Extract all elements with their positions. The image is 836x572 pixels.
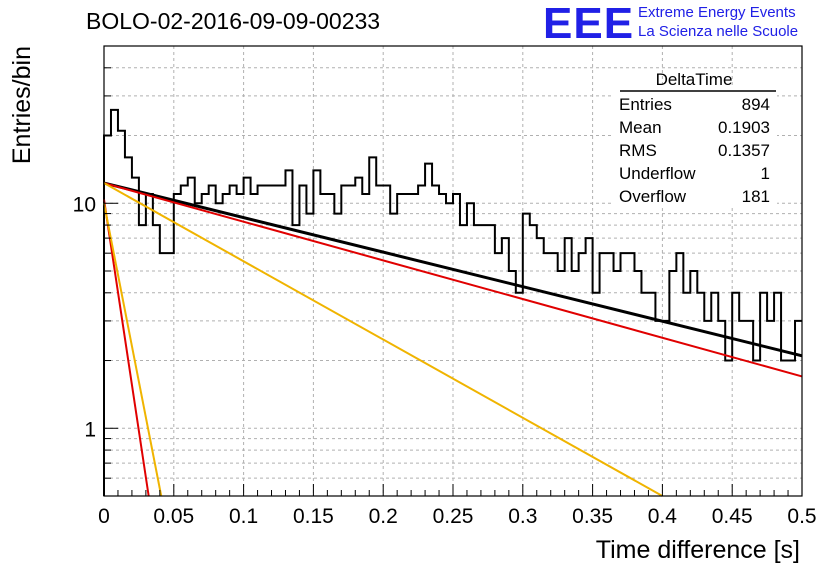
fit-line-yellow-fast-component	[103, 203, 163, 497]
x-axis-label: Time difference [s]	[596, 536, 800, 564]
fit-line-yellow-medium-component	[103, 182, 663, 497]
stats-value-underflow: 1	[761, 164, 770, 183]
x-tick-label: 0	[98, 505, 110, 528]
axis-ticks: 0 0.05 0.1 0.15 0.2 0.25 0.3 0.35 0.4 0.45 0.5 1 10	[73, 45, 817, 528]
fit-line-red-fast-component	[103, 199, 150, 497]
stats-label-underflow: Underflow	[619, 164, 696, 183]
histogram-outline	[103, 108, 802, 496]
fit-layer	[103, 181, 803, 497]
x-tick-label: 0.1	[229, 505, 258, 528]
y-tick-label: 1	[84, 418, 96, 441]
x-tick-label: 0.3	[508, 505, 537, 528]
stats-value-overflow: 181	[742, 187, 770, 206]
fit-line-red-slow-component	[103, 182, 803, 378]
logo-line-1: Extreme Energy Events	[638, 4, 796, 21]
stats-label-mean: Mean	[619, 118, 662, 137]
stats-label-rms: RMS	[619, 141, 657, 160]
stats-box-bg	[611, 88, 777, 206]
x-tick-label: 0.05	[153, 505, 194, 528]
logo-line-2: La Scienza nelle Scuole	[638, 23, 799, 40]
run-title: BOLO-02-2016-09-09-00233	[86, 8, 381, 34]
x-tick-label: 0.4	[648, 505, 678, 528]
stats-label-overflow: Overflow	[619, 187, 687, 206]
y-axis-label: Entries/bin	[8, 46, 36, 164]
x-tick-label: 0.2	[369, 505, 398, 528]
stats-box: DeltaTime Entries 894 Mean 0.1903 RMS 0.…	[611, 70, 777, 206]
x-tick-label: 0.15	[293, 505, 334, 528]
fit-line-black-total	[103, 181, 803, 358]
x-tick-label: 0.25	[433, 505, 474, 528]
stats-value-mean: 0.1903	[718, 118, 770, 137]
y-tick-label: 10	[73, 193, 96, 216]
stats-value-entries: 894	[742, 95, 770, 114]
stats-value-rms: 0.1357	[718, 141, 770, 160]
stats-title: DeltaTime	[656, 70, 733, 89]
stats-label-entries: Entries	[619, 95, 672, 114]
histogram-layer	[103, 108, 802, 496]
x-tick-label: 0.35	[572, 505, 613, 528]
x-tick-label: 0.5	[787, 505, 816, 528]
eee-logo: EEE	[543, 0, 635, 48]
x-tick-label: 0.45	[712, 505, 753, 528]
